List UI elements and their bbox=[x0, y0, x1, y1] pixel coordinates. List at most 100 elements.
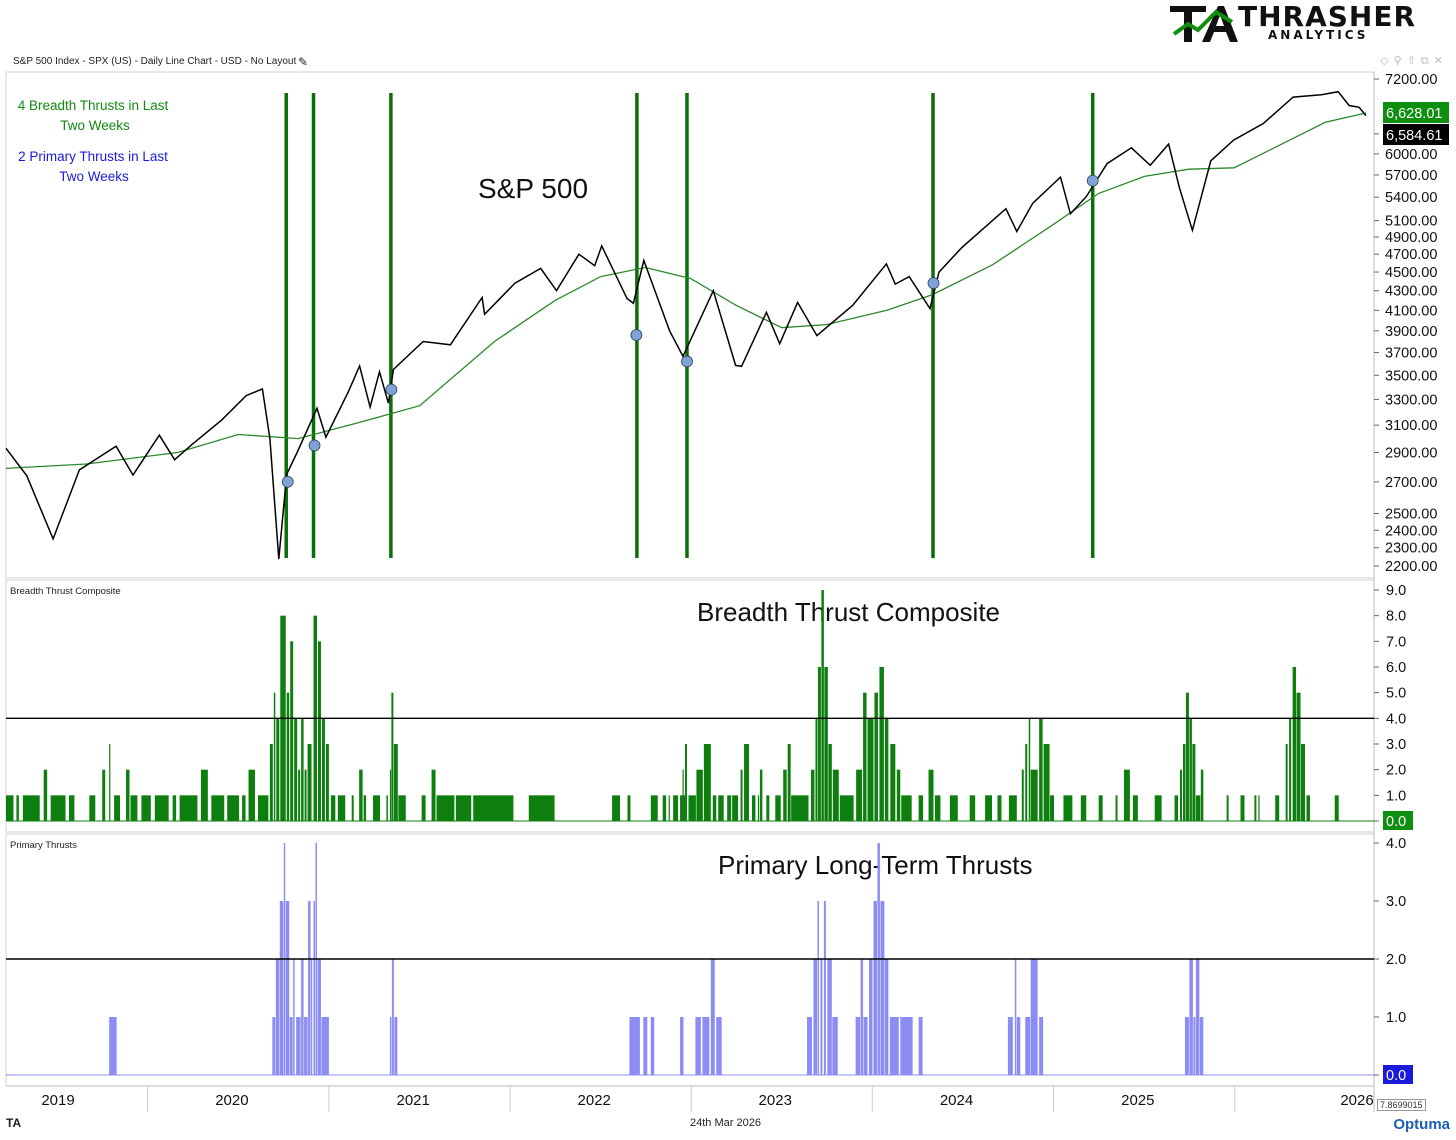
thrust-bar bbox=[685, 744, 687, 821]
thrust-bar bbox=[279, 901, 284, 1075]
x-axis: 2019 2020 2021 2022 2023 2024 2025 2026 bbox=[41, 1086, 1374, 1112]
thrust-bar bbox=[1189, 718, 1192, 821]
thrust-bar bbox=[1306, 795, 1310, 821]
thrust-bar bbox=[680, 1017, 684, 1075]
thrust-bar bbox=[863, 692, 867, 821]
footer-ta-mark: TA bbox=[6, 1116, 22, 1130]
thrust-bar bbox=[276, 718, 280, 821]
thrust-bar bbox=[242, 795, 246, 821]
year-label: 2023 bbox=[759, 1092, 792, 1109]
footer-date: 24th Mar 2026 bbox=[690, 1117, 761, 1129]
primary-axis-ticks: 1.0 2.0 3.0 4.0 0.0 bbox=[1374, 836, 1413, 1084]
signal-dot bbox=[681, 355, 693, 368]
year-label: 2022 bbox=[578, 1092, 611, 1109]
price-tick-label: 5400.00 bbox=[1385, 190, 1437, 206]
axis-tick-label: 8.0 bbox=[1386, 609, 1406, 625]
thrust-bar bbox=[290, 641, 294, 821]
logo-green-swoosh bbox=[1172, 9, 1234, 36]
thrust-bar bbox=[1195, 959, 1200, 1075]
thrust-bar bbox=[662, 795, 667, 821]
thrust-bar bbox=[6, 795, 14, 821]
last-value-badge-bg bbox=[1383, 1065, 1413, 1084]
thrust-bar bbox=[273, 692, 276, 821]
thrust-bar bbox=[436, 795, 455, 821]
thrust-bar bbox=[1285, 744, 1288, 821]
thrust-bar bbox=[1021, 769, 1024, 821]
price-tick-label: 2700.00 bbox=[1385, 475, 1437, 491]
axis-tick-label: 3.0 bbox=[1386, 737, 1406, 753]
thrust-bar bbox=[126, 769, 130, 821]
thrust-bar bbox=[431, 769, 436, 821]
panel-frames bbox=[5, 71, 1375, 1112]
thrust-bar bbox=[703, 744, 711, 821]
thrust-bar bbox=[874, 692, 878, 821]
thrust-bar bbox=[949, 795, 958, 821]
thrust-bar bbox=[1174, 795, 1179, 821]
thrust-bar bbox=[391, 959, 394, 1075]
thrust-bar bbox=[740, 769, 743, 821]
thrust-signal-lines bbox=[284, 93, 1095, 558]
logo-subtitle: ANALYTICS bbox=[1268, 28, 1369, 42]
thrust-bar bbox=[813, 959, 817, 1075]
thrust-bar bbox=[867, 718, 874, 821]
pin-icon[interactable]: ⚲ bbox=[1393, 55, 1407, 67]
arrow-icon[interactable]: ⇧ bbox=[1406, 55, 1421, 67]
thrust-bar bbox=[629, 1017, 640, 1075]
thrust-bar bbox=[272, 1017, 276, 1075]
breadth-note-line1: 4 Breadth Thrusts in Last bbox=[18, 98, 169, 113]
thrust-bar bbox=[997, 795, 1002, 821]
signal-dots bbox=[281, 174, 1099, 488]
thrust-bar bbox=[1240, 795, 1245, 821]
thrust-bar bbox=[718, 795, 724, 821]
thrust-bar bbox=[1258, 795, 1260, 821]
moving-average-line bbox=[5, 112, 1367, 470]
thrust-bar bbox=[1189, 959, 1193, 1075]
axis-tick-label: 4.0 bbox=[1386, 836, 1406, 852]
year-label: 2019 bbox=[41, 1092, 74, 1109]
thrust-bar bbox=[759, 769, 763, 821]
thrust-bar bbox=[783, 769, 787, 821]
diamond-icon[interactable]: ◇ bbox=[1380, 55, 1394, 67]
year-label: 2025 bbox=[1121, 1092, 1154, 1109]
price-tick-label: 3900.00 bbox=[1385, 324, 1437, 340]
thrust-bar bbox=[114, 795, 121, 821]
edit-pencil-icon[interactable]: ✎ bbox=[298, 55, 309, 69]
thrust-bar bbox=[1254, 795, 1257, 821]
thrust-bar bbox=[918, 795, 924, 821]
window-controls[interactable]: ◇⚲⇧⧉✕ bbox=[1380, 54, 1448, 68]
thrust-bar bbox=[1025, 744, 1028, 821]
thrust-bar bbox=[359, 769, 363, 821]
thrust-bar bbox=[308, 901, 311, 1075]
thrust-bar bbox=[421, 795, 426, 821]
thrust-bar bbox=[179, 795, 198, 821]
thrust-bar bbox=[791, 795, 809, 821]
thrust-bar bbox=[1016, 1017, 1021, 1075]
close-icon[interactable]: ✕ bbox=[1433, 55, 1448, 67]
thrust-bar bbox=[373, 795, 380, 821]
price-tick-label: 2300.00 bbox=[1385, 541, 1437, 557]
restore-icon[interactable]: ⧉ bbox=[1420, 55, 1434, 67]
thrust-bar bbox=[68, 795, 75, 821]
thrust-bar bbox=[820, 959, 823, 1075]
thrust-bar bbox=[313, 901, 316, 1075]
thrust-bar bbox=[732, 795, 739, 821]
thrust-bar bbox=[154, 795, 169, 821]
axis-tick-label: 4.0 bbox=[1386, 711, 1406, 727]
price-tick-label: 2200.00 bbox=[1385, 559, 1437, 575]
thrust-bar bbox=[363, 795, 367, 821]
thrust-bar bbox=[1275, 795, 1280, 821]
price-tick-label: 3100.00 bbox=[1385, 418, 1437, 434]
price-panel: S&P 500 7200.006300.006000.005700.005400… bbox=[5, 72, 1449, 575]
thrust-bar bbox=[1014, 959, 1017, 1075]
thrust-bar bbox=[294, 718, 298, 821]
thrust-bar bbox=[1199, 1017, 1204, 1075]
primary-note-line1: 2 Primary Thrusts in Last bbox=[18, 149, 168, 164]
thrust-bar bbox=[89, 795, 96, 821]
breadth-panel: Breadth Thrust Composite Breadth Thrust … bbox=[6, 583, 1413, 830]
thrust-bar bbox=[301, 959, 304, 1075]
xy-readout[interactable]: 7.8699015 bbox=[1377, 1099, 1426, 1111]
thrust-bar bbox=[351, 795, 354, 821]
price-badge: 6,584.61 bbox=[1386, 128, 1442, 144]
thrust-bar bbox=[969, 795, 976, 821]
